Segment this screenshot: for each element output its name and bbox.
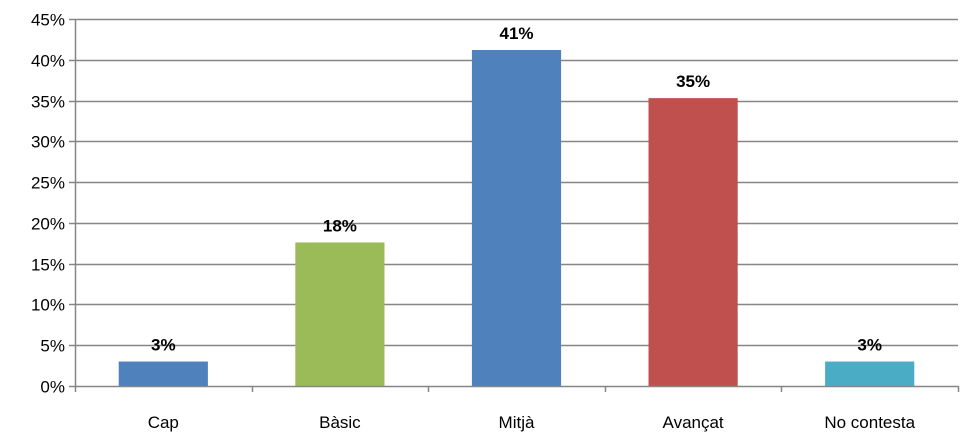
y-tick-label: 45% xyxy=(31,11,65,30)
y-tick-label: 5% xyxy=(40,337,65,356)
x-category-label: Mitjà xyxy=(499,413,535,432)
bar-mitj- xyxy=(471,49,562,386)
y-tick-label: 20% xyxy=(31,215,65,234)
y-tick-label: 30% xyxy=(31,133,65,152)
axes xyxy=(69,18,960,392)
y-tick-label: 35% xyxy=(31,93,65,112)
x-category-label: Avançat xyxy=(663,413,724,432)
bar-b-sic xyxy=(295,242,385,386)
y-tick-label: 0% xyxy=(40,378,65,397)
data-label: 3% xyxy=(857,336,882,355)
bar-no-contesta xyxy=(825,361,915,386)
y-tick-label: 40% xyxy=(31,52,65,71)
x-category-label: Cap xyxy=(148,413,179,432)
data-label: 41% xyxy=(499,24,533,43)
bars xyxy=(118,49,915,386)
x-category-label: No contesta xyxy=(824,413,915,432)
y-tick-label: 10% xyxy=(31,296,65,315)
data-label: 18% xyxy=(323,216,357,235)
data-label: 3% xyxy=(151,336,176,355)
bar-cap xyxy=(118,361,208,386)
data-label: 35% xyxy=(676,72,710,91)
bar-avan-at xyxy=(648,98,738,386)
y-tick-label: 25% xyxy=(31,174,65,193)
y-tick-label: 15% xyxy=(31,256,65,275)
labels: 0% 5% 10% 15% 20% 25% 30% 35% 40% 45% 3% Cap 18% Bàsi… xyxy=(31,11,916,433)
x-category-label: Bàsic xyxy=(319,413,361,432)
